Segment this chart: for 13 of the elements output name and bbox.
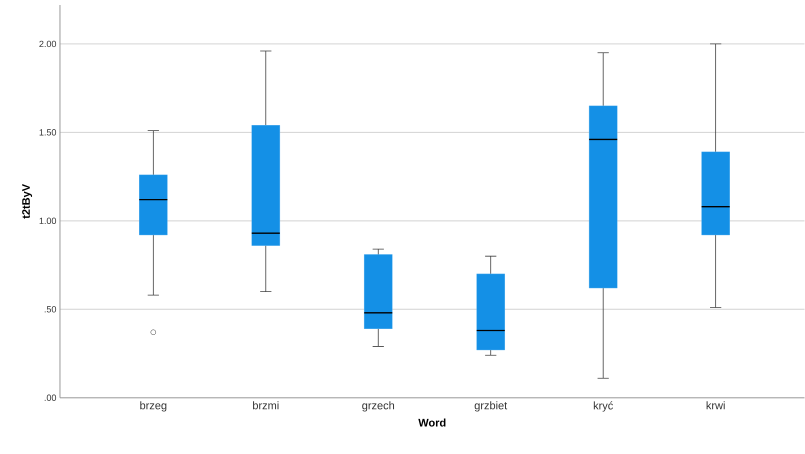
- y-axis-title: t2tByV: [22, 184, 32, 219]
- x-tick-label: brzeg: [140, 401, 166, 412]
- y-tick-label: .50: [44, 306, 56, 313]
- x-tick-label: grzbiet: [474, 401, 508, 412]
- x-tick-label: grzech: [362, 401, 394, 412]
- x-tick-label: kryć: [594, 401, 613, 412]
- x-tick-label: krwi: [706, 401, 725, 410]
- y-tick-label: 1.00: [40, 218, 56, 224]
- x-tick-label: brzmi: [253, 401, 278, 410]
- y-tick-label: 1.50: [40, 129, 56, 136]
- y-tick-label: .00: [44, 394, 56, 402]
- x-axis-title: Word: [418, 418, 446, 427]
- y-tick-label: 2.00: [39, 40, 56, 48]
